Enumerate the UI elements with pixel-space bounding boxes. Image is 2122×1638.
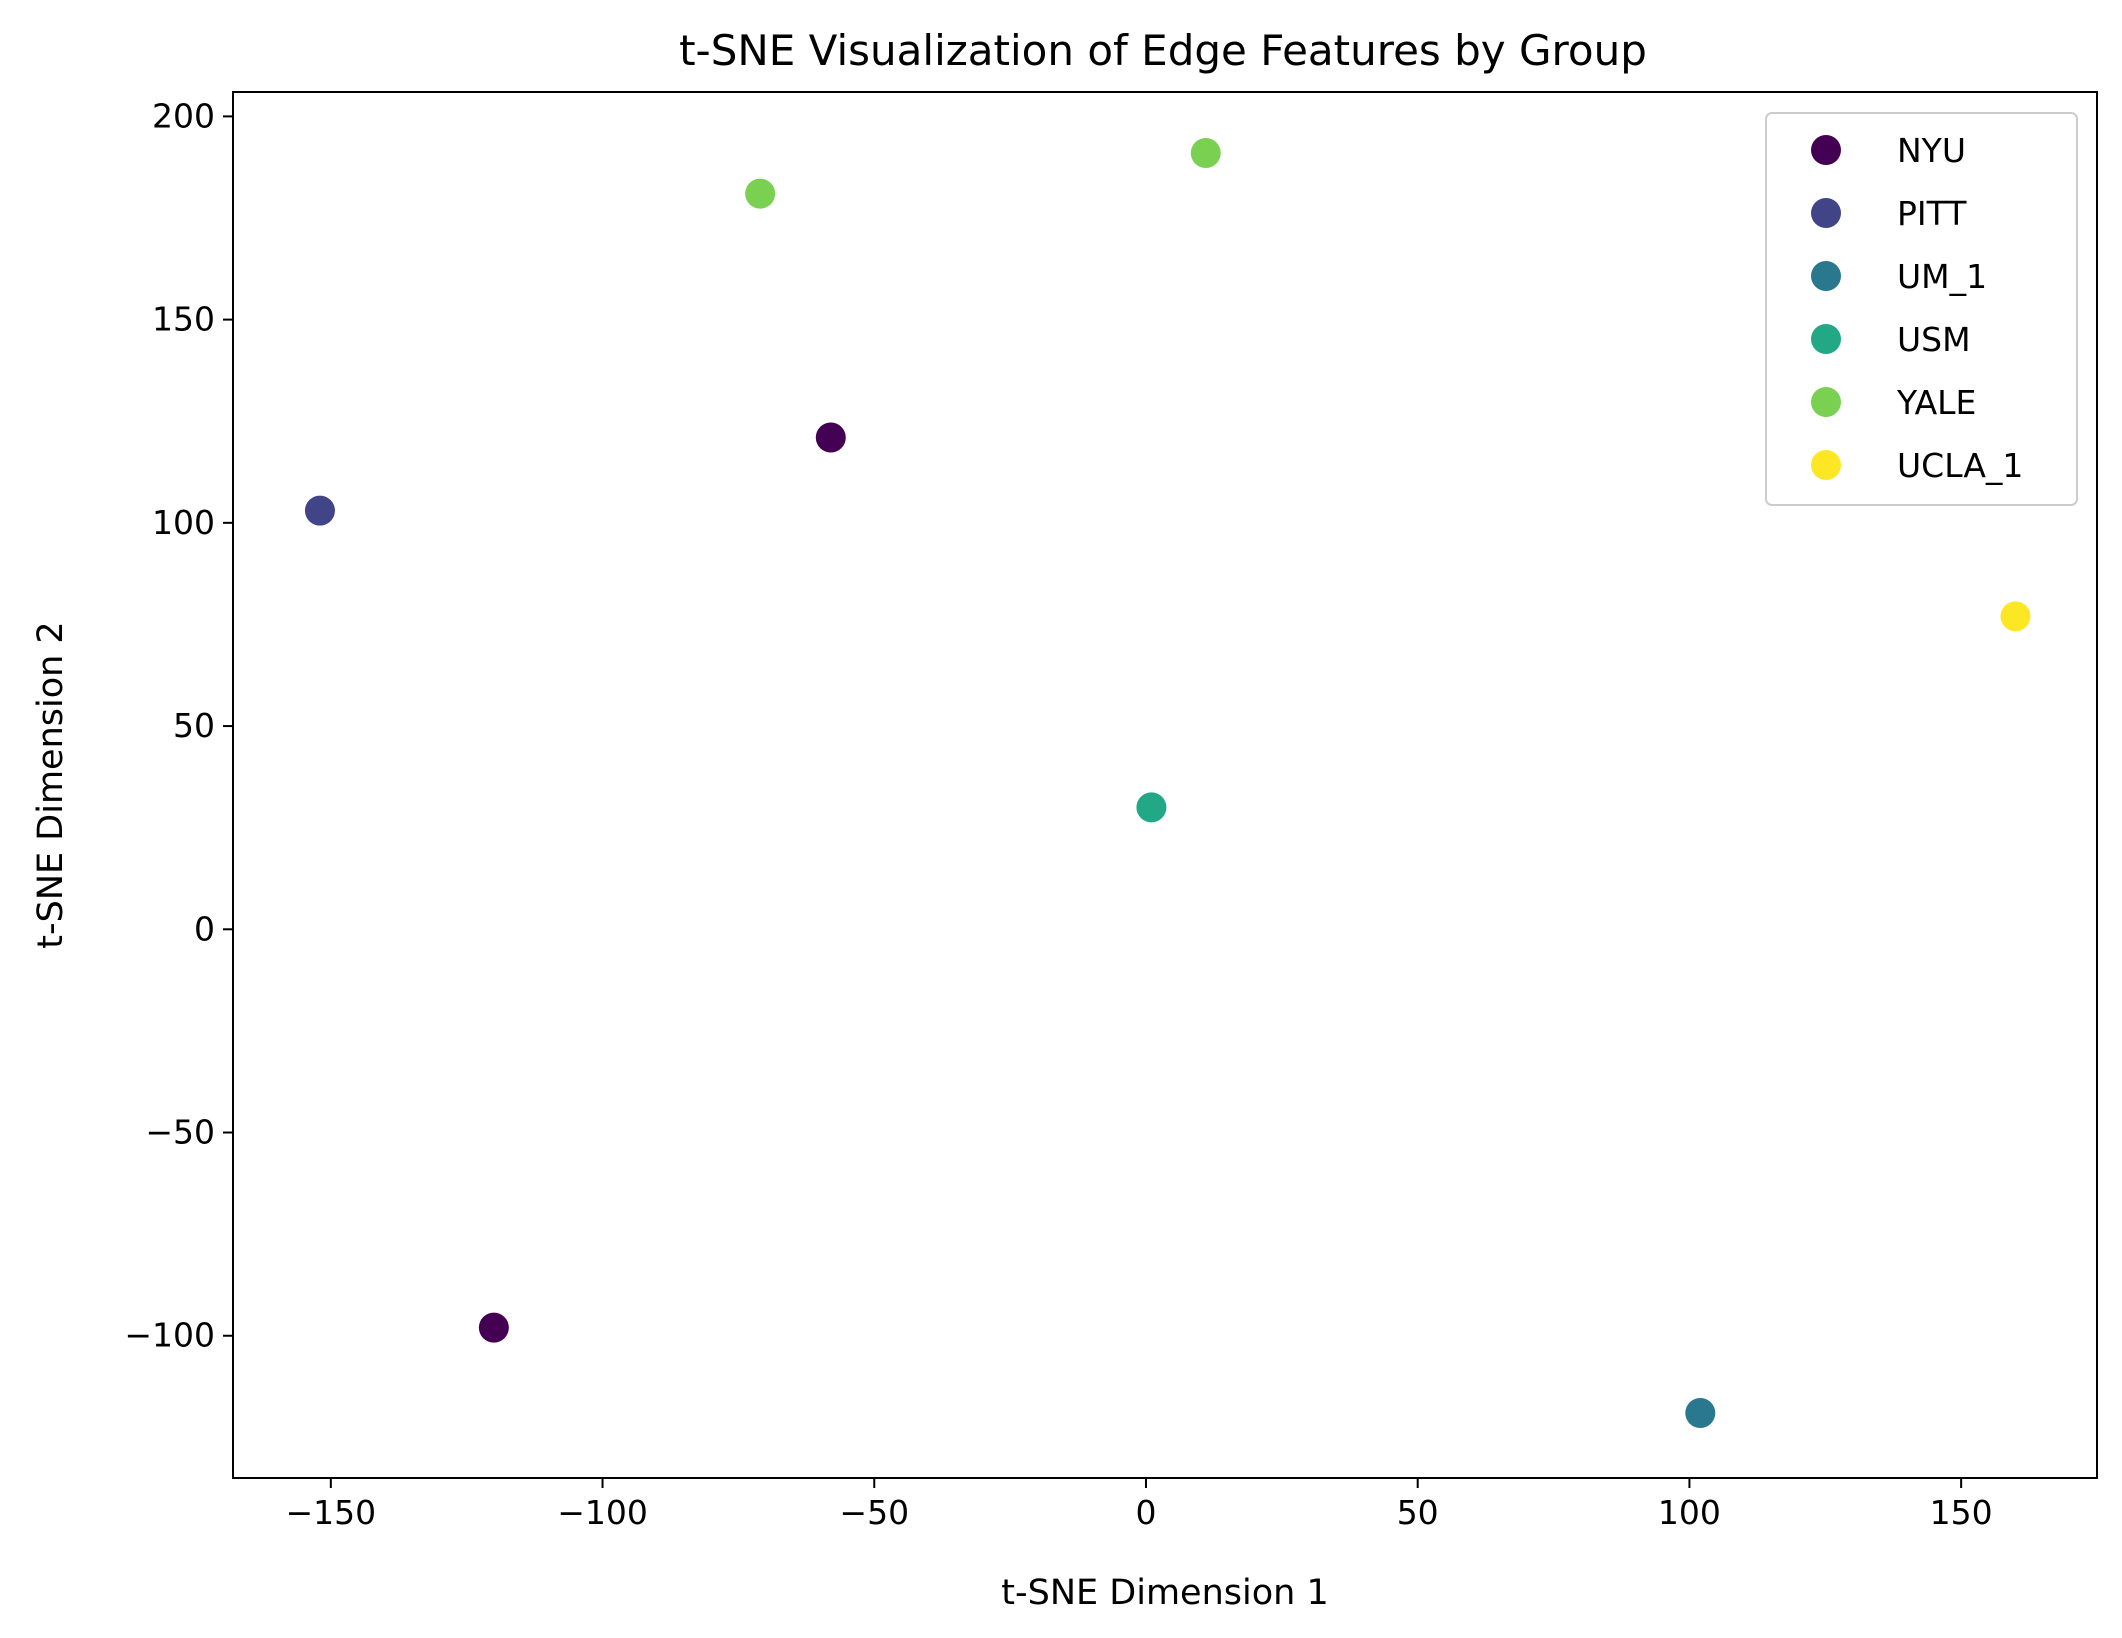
- legend-marker: [1811, 135, 1841, 165]
- data-point-nyu: [815, 422, 846, 453]
- x-tick-label: −150: [285, 1493, 376, 1532]
- y-axis-ticks: −100 −50 0 50 100 150 200: [124, 96, 233, 1355]
- legend-label: UCLA_1: [1897, 446, 2023, 485]
- data-point-yale: [1190, 137, 1221, 168]
- y-tick-label: −100: [124, 1316, 215, 1355]
- x-axis-label: t-SNE Dimension 1: [1001, 1573, 1328, 1613]
- legend-label: YALE: [1896, 383, 1976, 422]
- legend-items: NYU PITT UM_1 USM YALE UCLA_1: [1811, 131, 2023, 485]
- y-tick-label: 0: [194, 909, 215, 948]
- data-point-yale: [745, 178, 776, 209]
- x-tick-label: 0: [1135, 1493, 1156, 1532]
- data-point-pitt: [304, 495, 335, 526]
- y-axis-label: t-SNE Dimension 2: [31, 621, 71, 948]
- y-tick-label: 100: [152, 503, 215, 542]
- plot-frame: [232, 91, 2098, 1479]
- data-points: [304, 137, 2031, 1428]
- legend-marker: [1811, 198, 1841, 228]
- legend-label: PITT: [1897, 194, 1967, 233]
- legend-box: [1765, 112, 2078, 506]
- y-tick-label: −50: [145, 1113, 215, 1152]
- x-tick-label: 150: [1930, 1493, 1993, 1532]
- y-tick-label: 200: [152, 96, 215, 135]
- legend-marker: [1811, 387, 1841, 417]
- legend-marker: [1811, 324, 1841, 354]
- legend-marker: [1811, 450, 1841, 480]
- legend-label: NYU: [1897, 131, 1966, 170]
- data-point-um-1: [1685, 1397, 1716, 1428]
- data-point-nyu: [478, 1312, 509, 1343]
- data-point-usm: [1136, 792, 1167, 823]
- x-axis-ticks: −150 −100 −50 0 50 100 150: [285, 1478, 1993, 1532]
- legend: NYU PITT UM_1 USM YALE UCLA_1: [1765, 112, 2078, 506]
- x-tick-label: −50: [839, 1493, 909, 1532]
- data-point-ucla-1: [2000, 601, 2031, 632]
- legend-label: UM_1: [1897, 257, 1987, 296]
- y-tick-label: 150: [152, 300, 215, 339]
- x-tick-label: 50: [1397, 1493, 1439, 1532]
- legend-label: USM: [1897, 320, 1971, 359]
- x-tick-label: −100: [557, 1493, 648, 1532]
- legend-marker: [1811, 261, 1841, 291]
- y-tick-label: 50: [173, 706, 215, 745]
- chart-title: t-SNE Visualization of Edge Features by …: [679, 26, 1647, 75]
- x-tick-label: 100: [1658, 1493, 1721, 1532]
